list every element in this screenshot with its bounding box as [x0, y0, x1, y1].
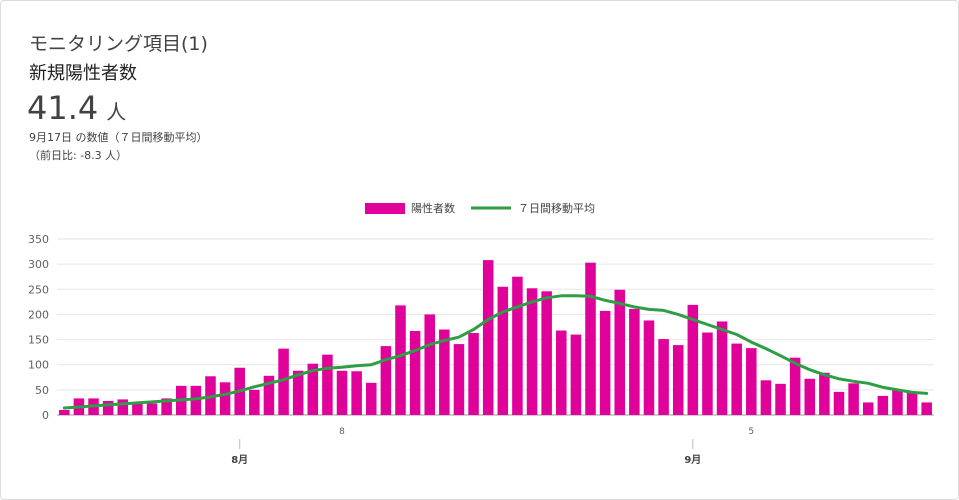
bar-positive-cases: [365, 382, 377, 415]
legend-swatch-bars: [365, 203, 405, 214]
y-tick-label: 300: [28, 258, 49, 271]
cases-chart: 陽性者数 ７日間移動平均 0 50 100 150 200 250 300 350 8 5 8月 9月: [28, 201, 934, 466]
bar-positive-cases: [482, 260, 494, 415]
bar-positive-cases: [746, 348, 757, 415]
bar-positive-cases: [278, 348, 289, 415]
bar-positive-cases: [322, 354, 333, 415]
bar-positive-cases: [161, 398, 172, 415]
legend-label-bars: 陽性者数: [411, 201, 455, 215]
bar-positive-cases: [526, 288, 538, 415]
bar-positive-cases: [453, 344, 465, 415]
x-tick-label-month: 8月: [231, 454, 248, 466]
value-diff-note: （前日比: -8.3 人）: [29, 149, 128, 162]
bar-positive-cases: [556, 330, 567, 415]
bar-positive-cases: [117, 399, 129, 415]
bar-positive-cases: [570, 334, 582, 415]
bar-positive-cases: [249, 389, 260, 415]
bar-positive-cases: [541, 291, 552, 415]
bar-positive-cases: [731, 343, 742, 415]
bar-positive-cases: [848, 383, 859, 415]
card-title: モニタリング項目(1): [29, 33, 208, 55]
bar-positive-cases: [775, 383, 786, 415]
bar-positive-cases: [629, 308, 640, 415]
y-tick-label: 0: [42, 409, 49, 422]
y-tick-label: 350: [28, 233, 49, 246]
x-tick-label-month: 9月: [684, 454, 701, 466]
y-tick-label: 200: [28, 308, 49, 321]
bar-positive-cases: [862, 402, 874, 415]
bar-positive-cases: [292, 370, 304, 415]
x-tick-label-day: 5: [748, 427, 754, 437]
bar-positive-cases: [336, 370, 348, 415]
bar-positive-cases: [468, 333, 479, 415]
bar-positive-cases: [789, 357, 801, 415]
x-tick-label-day: 8: [339, 427, 345, 437]
line-moving-average: [62, 294, 929, 410]
bar-positive-cases: [146, 403, 158, 415]
legend-label-line: ７日間移動平均: [518, 201, 595, 215]
bar-positive-cases: [395, 305, 406, 415]
bar-positive-cases: [132, 402, 143, 415]
bar-positive-cases: [658, 339, 669, 415]
bar-positive-cases: [760, 380, 772, 415]
y-tick-label: 100: [28, 359, 49, 372]
bar-positive-cases: [643, 320, 655, 415]
bar-positive-cases: [409, 331, 421, 415]
bar-positive-cases: [804, 378, 816, 415]
bar-positive-cases: [819, 372, 830, 415]
bar-positive-cases: [921, 402, 932, 415]
bar-positive-cases: [906, 392, 918, 415]
bar-positive-cases: [102, 400, 114, 415]
big-value: 41.4: [27, 89, 99, 127]
bar-positive-cases: [439, 329, 450, 415]
bar-positive-cases: [263, 375, 275, 415]
bar-positive-cases: [716, 321, 728, 415]
value-unit: 人: [106, 100, 127, 124]
bar-positive-cases: [380, 346, 392, 415]
bar-positive-cases: [672, 345, 684, 415]
bar-positive-cases: [307, 363, 319, 415]
bar-positive-cases: [614, 289, 626, 415]
bar-positive-cases: [190, 385, 202, 415]
card-subtitle: 新規陽性者数: [29, 63, 137, 84]
bar-positive-cases: [59, 409, 70, 415]
bar-positive-cases: [599, 310, 611, 415]
bar-positive-cases: [702, 332, 713, 415]
bar-positive-cases: [424, 314, 435, 415]
bar-positive-cases: [351, 371, 362, 415]
bar-positive-cases: [833, 391, 845, 415]
bar-positive-cases: [892, 390, 903, 415]
headline-value: 41.4 人: [27, 89, 126, 127]
bar-positive-cases: [585, 262, 596, 415]
bar-positive-cases: [877, 395, 889, 415]
y-tick-label: 50: [35, 384, 49, 397]
bar-positive-cases: [687, 304, 699, 415]
bar-positive-cases: [512, 276, 523, 415]
bar-positive-cases: [219, 382, 231, 415]
bar-positive-cases: [497, 286, 509, 415]
y-tick-label: 150: [28, 334, 49, 347]
value-date-note: 9月17日 の数値（７日間移動平均）: [29, 131, 208, 144]
y-tick-label: 250: [28, 283, 49, 296]
